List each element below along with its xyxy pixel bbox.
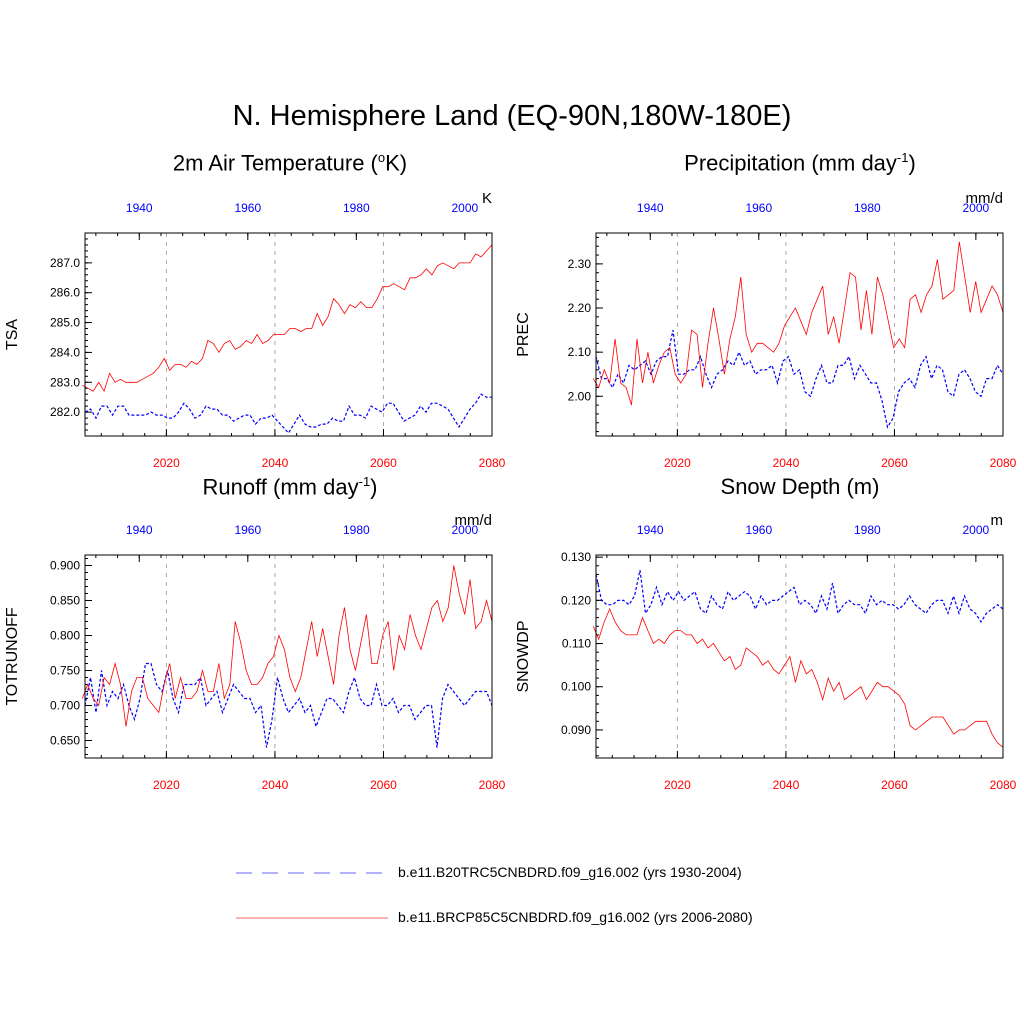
y-axis-title: TOTRUNOFF xyxy=(4,607,21,706)
y-tick-label: 0.800 xyxy=(50,629,80,643)
x-top-tick-label: 1980 xyxy=(343,201,370,215)
y-axis-title: PREC xyxy=(515,312,532,356)
x-bottom-tick-label: 2040 xyxy=(773,778,800,792)
y-tick-label: 283.0 xyxy=(50,375,80,389)
legend-label-future: b.e11.BRCP85C5CNBDRD.f09_g16.002 (yrs 20… xyxy=(398,909,753,925)
panel-title-snow: Snow Depth (m) xyxy=(720,474,880,499)
series-line-hist xyxy=(595,569,1004,624)
y-tick-label: 284.0 xyxy=(50,345,80,359)
y-tick-label: 0.900 xyxy=(50,559,80,573)
series-line-hist xyxy=(84,662,493,748)
y-tick-label: 2.20 xyxy=(568,301,592,315)
y-tick-label: 0.110 xyxy=(562,637,591,651)
y-axis-title: SNOWDP xyxy=(515,621,532,693)
x-top-tick-label: 2000 xyxy=(452,201,479,215)
series-line-future xyxy=(592,241,1004,406)
series-line-future xyxy=(81,565,493,727)
units-label: mm/d xyxy=(966,190,1004,207)
x-bottom-tick-label: 2080 xyxy=(990,778,1017,792)
series-line-future xyxy=(82,244,493,393)
y-tick-label: 286.0 xyxy=(50,286,80,300)
y-tick-label: 0.650 xyxy=(50,734,80,748)
x-bottom-tick-label: 2080 xyxy=(990,456,1017,470)
y-tick-label: 287.0 xyxy=(50,256,80,270)
y-axis-title: TSA xyxy=(4,319,21,350)
x-bottom-tick-label: 2040 xyxy=(262,456,289,470)
legend-label-hist: b.e11.B20TRC5CNBDRD.f09_g16.002 (yrs 193… xyxy=(398,864,742,880)
main-title: N. Hemisphere Land (EQ-90N,180W-180E) xyxy=(232,100,792,132)
y-tick-label: 282.0 xyxy=(50,405,80,419)
x-top-tick-label: 2000 xyxy=(452,523,479,537)
x-bottom-tick-label: 2060 xyxy=(881,778,908,792)
plot-frame xyxy=(595,232,1004,437)
x-top-tick-label: 1960 xyxy=(745,201,772,215)
panel-title-tsa: 2m Air Temperature (oK) xyxy=(172,150,408,176)
units-label: K xyxy=(482,190,492,207)
plot-frame xyxy=(84,554,493,759)
y-tick-label: 0.700 xyxy=(50,699,80,713)
x-top-tick-label: 1980 xyxy=(854,201,881,215)
x-bottom-tick-label: 2040 xyxy=(262,778,289,792)
series-line-hist xyxy=(84,393,492,434)
x-bottom-tick-label: 2060 xyxy=(370,778,397,792)
x-bottom-tick-label: 2020 xyxy=(153,456,180,470)
plot-frame xyxy=(595,554,1004,759)
x-top-tick-label: 1940 xyxy=(126,201,153,215)
x-bottom-tick-label: 2080 xyxy=(479,778,506,792)
y-tick-label: 0.120 xyxy=(561,593,591,607)
x-bottom-tick-label: 2020 xyxy=(153,778,180,792)
series-line-future xyxy=(592,607,1004,748)
plot-frame xyxy=(84,232,493,437)
x-top-tick-label: 1960 xyxy=(234,201,261,215)
x-bottom-tick-label: 2040 xyxy=(773,456,800,470)
panel-title-runoff: Runoff (mm day-1) xyxy=(202,474,378,500)
y-tick-label: 0.090 xyxy=(561,723,591,737)
x-top-tick-label: 1960 xyxy=(745,523,772,537)
y-tick-label: 285.0 xyxy=(50,316,80,330)
units-label: m xyxy=(991,512,1004,529)
y-tick-label: 0.130 xyxy=(561,550,591,564)
y-tick-label: 2.00 xyxy=(568,389,592,403)
panel-title-prec: Precipitation (mm day-1) xyxy=(684,150,916,176)
x-top-tick-label: 1940 xyxy=(637,201,664,215)
y-tick-label: 2.30 xyxy=(568,257,592,271)
x-bottom-tick-label: 2080 xyxy=(479,456,506,470)
x-top-tick-label: 1940 xyxy=(126,523,153,537)
x-bottom-tick-label: 2020 xyxy=(664,778,691,792)
y-tick-label: 0.100 xyxy=(561,680,591,694)
x-top-tick-label: 1960 xyxy=(234,523,261,537)
x-bottom-tick-label: 2020 xyxy=(664,456,691,470)
x-bottom-tick-label: 2060 xyxy=(881,456,908,470)
y-tick-label: 0.750 xyxy=(50,664,80,678)
y-tick-label: 0.850 xyxy=(50,594,80,608)
series-line-hist xyxy=(595,329,1004,429)
x-top-tick-label: 1940 xyxy=(637,523,664,537)
x-top-tick-label: 1980 xyxy=(343,523,370,537)
x-top-tick-label: 2000 xyxy=(963,201,990,215)
x-top-tick-label: 1980 xyxy=(854,523,881,537)
y-tick-label: 2.10 xyxy=(568,345,592,359)
units-label: mm/d xyxy=(455,512,493,529)
x-bottom-tick-label: 2060 xyxy=(370,456,397,470)
x-top-tick-label: 2000 xyxy=(963,523,990,537)
